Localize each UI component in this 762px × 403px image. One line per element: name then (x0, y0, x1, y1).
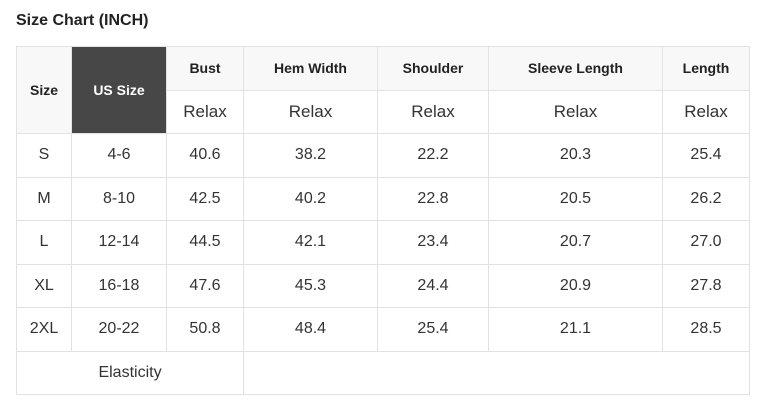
table-cell: 25.4 (662, 133, 750, 178)
table-cell: 16-18 (71, 263, 167, 308)
table-cell: 25.4 (377, 307, 489, 352)
table-row: L 12-14 44.5 42.1 23.4 20.7 27.0 (16, 220, 750, 265)
table-cell: 27.0 (662, 220, 750, 265)
table-cell: 20.5 (488, 176, 663, 221)
header-shoulder: Shoulder (377, 46, 489, 91)
table-cell: 45.3 (243, 263, 378, 308)
header-row: Size US Size Bust Hem Width Shoulder Sle… (16, 46, 750, 134)
table-row: 2XL 20-22 50.8 48.4 25.4 21.1 28.5 (16, 307, 750, 352)
fit-cell: Relax (377, 89, 489, 134)
table-row: XL 16-18 47.6 45.3 24.4 20.9 27.8 (16, 263, 750, 308)
fit-cell: Relax (243, 89, 378, 134)
table-cell: 48.4 (243, 307, 378, 352)
table-cell: M (16, 176, 72, 221)
table-cell: 22.8 (377, 176, 489, 221)
fit-cell: Relax (488, 89, 663, 134)
table-cell: 26.2 (662, 176, 750, 221)
table-cell: S (16, 133, 72, 178)
table-cell: 40.2 (243, 176, 378, 221)
elasticity-label: Elasticity (16, 350, 244, 395)
header-sleeve-length: Sleeve Length (488, 46, 663, 91)
elasticity-value (243, 350, 750, 395)
table-cell: 21.1 (488, 307, 663, 352)
fit-cell: Relax (166, 89, 244, 134)
table-cell: 50.8 (166, 307, 244, 352)
table-cell: 20.3 (488, 133, 663, 178)
table-cell: L (16, 220, 72, 265)
table-cell: 20.7 (488, 220, 663, 265)
table-cell: 42.1 (243, 220, 378, 265)
table-cell: 12-14 (71, 220, 167, 265)
fit-row: Relax Relax Relax Relax Relax (17, 89, 750, 134)
table-cell: 47.6 (166, 263, 244, 308)
header-size: Size (16, 46, 72, 134)
size-chart-table: Size US Size Bust Hem Width Shoulder Sle… (16, 46, 750, 395)
table-cell: 40.6 (166, 133, 244, 178)
table-cell: 4-6 (71, 133, 167, 178)
header-bust: Bust (166, 46, 244, 91)
table-cell: XL (16, 263, 72, 308)
table-cell: 8-10 (71, 176, 167, 221)
table-row: S 4-6 40.6 38.2 22.2 20.3 25.4 (16, 133, 750, 178)
table-cell: 20.9 (488, 263, 663, 308)
table-cell: 28.5 (662, 307, 750, 352)
page-title: Size Chart (INCH) (16, 12, 149, 29)
header-length: Length (662, 46, 750, 91)
elasticity-row: Elasticity (16, 350, 750, 395)
table-cell: 24.4 (377, 263, 489, 308)
table-cell: 23.4 (377, 220, 489, 265)
fit-cell: Relax (662, 89, 750, 134)
table-row: M 8-10 42.5 40.2 22.8 20.5 26.2 (16, 176, 750, 221)
table-cell: 38.2 (243, 133, 378, 178)
table-cell: 44.5 (166, 220, 244, 265)
table-cell: 22.2 (377, 133, 489, 178)
table-cell: 20-22 (71, 307, 167, 352)
header-hem-width: Hem Width (243, 46, 378, 91)
header-us-size: US Size (71, 46, 167, 134)
table-cell: 2XL (16, 307, 72, 352)
table-cell: 27.8 (662, 263, 750, 308)
table-cell: 42.5 (166, 176, 244, 221)
